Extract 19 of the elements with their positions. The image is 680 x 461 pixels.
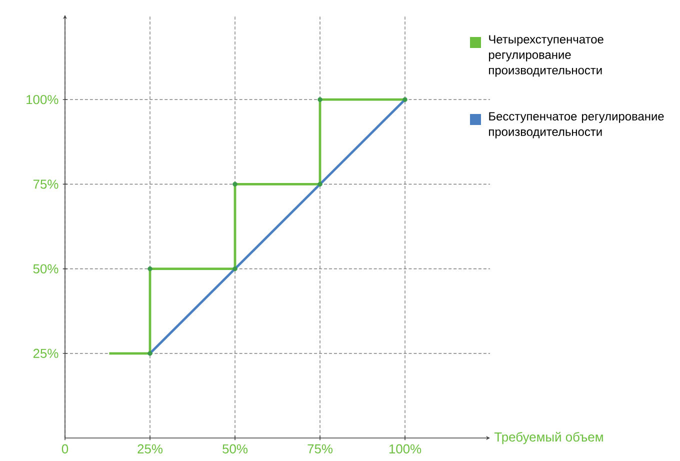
x-axis-title: Требуемый объем: [494, 432, 603, 444]
point: [402, 97, 408, 102]
legend-label: Четырехступенчатое регулирование производительности: [488, 35, 604, 77]
y-tick-label: 100%: [26, 95, 58, 104]
point: [148, 351, 152, 356]
x-tick-label: 0: [62, 444, 68, 454]
point: [148, 266, 152, 272]
x-tick-label: 75%: [308, 444, 333, 454]
point: [232, 182, 238, 187]
y-tick-label: 50%: [33, 264, 58, 274]
x-tick-label: 50%: [222, 444, 248, 454]
legend-label: Бесступенчатое регулирование производительности: [489, 112, 664, 138]
point: [318, 97, 322, 102]
y-tick-label: 25%: [33, 348, 58, 358]
point: [232, 266, 238, 272]
point: [318, 182, 322, 187]
x-tick-label: 25%: [138, 444, 163, 454]
y-tick-label: 75%: [33, 180, 58, 189]
x-tick-label: 100%: [389, 444, 422, 454]
